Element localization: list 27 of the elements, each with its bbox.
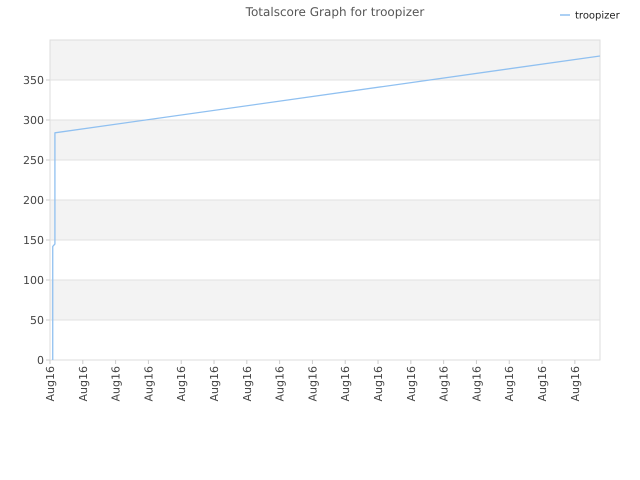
y-tick-label: 100 — [23, 274, 44, 287]
x-tick-label: Aug16 — [306, 366, 320, 402]
x-tick-label: Aug16 — [175, 366, 188, 402]
x-tick-label: Aug16 — [76, 366, 90, 402]
x-tick-label: Aug16 — [568, 366, 582, 402]
y-tick-label: 50 — [30, 314, 44, 327]
x-tick-label: Aug16 — [404, 366, 418, 402]
legend-label: troopizer — [575, 10, 621, 22]
y-tick-label: 0 — [37, 354, 44, 367]
y-tick-label: 200 — [23, 194, 44, 207]
x-tick-label: Aug16 — [208, 366, 222, 402]
y-tick-label: 150 — [23, 234, 44, 247]
x-tick-label: Aug16 — [142, 366, 156, 402]
y-tick-label: 250 — [23, 154, 44, 167]
x-tick-label: Aug16 — [536, 366, 550, 402]
x-tick-label: Aug16 — [274, 366, 287, 402]
y-tick-label: 300 — [23, 114, 44, 127]
x-tick-label: Aug16 — [470, 366, 484, 402]
x-tick-label: Aug16 — [240, 366, 254, 402]
x-tick-label: Aug16 — [503, 366, 516, 402]
x-tick-label: Aug16 — [438, 366, 451, 402]
y-tick-label: 350 — [23, 74, 44, 87]
x-tick-label: Aug16 — [44, 366, 57, 402]
chart-title: Totalscore Graph for troopizer — [244, 5, 424, 19]
x-tick-label: Aug16 — [110, 366, 123, 402]
x-tick-label: Aug16 — [372, 366, 386, 402]
x-tick-label: Aug16 — [339, 366, 352, 402]
